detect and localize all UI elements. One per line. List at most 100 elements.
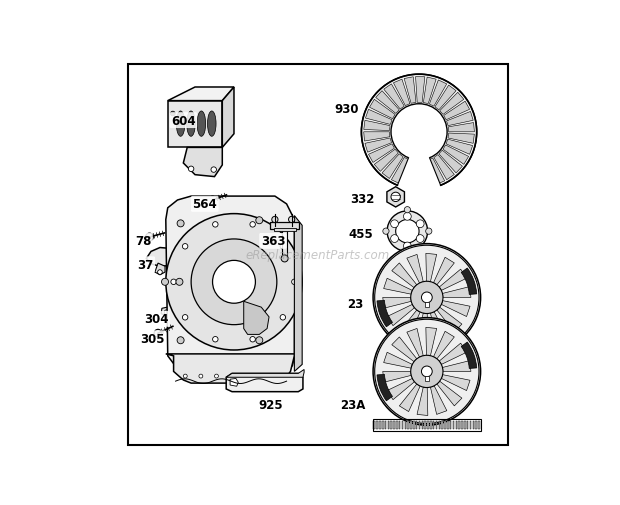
Circle shape [280, 315, 286, 320]
Text: 363: 363 [260, 235, 285, 248]
Polygon shape [439, 151, 463, 174]
Bar [402, 422, 404, 429]
Circle shape [387, 212, 428, 252]
Bar [478, 422, 480, 429]
Polygon shape [446, 140, 472, 155]
Polygon shape [230, 379, 238, 386]
Polygon shape [374, 150, 398, 172]
Bar [450, 422, 451, 429]
Bar [388, 422, 389, 429]
Bar [433, 422, 435, 429]
Polygon shape [428, 159, 445, 185]
Polygon shape [392, 337, 417, 362]
Polygon shape [407, 329, 423, 358]
Circle shape [291, 280, 297, 285]
Circle shape [416, 235, 424, 243]
Polygon shape [392, 264, 417, 288]
Bar [438, 422, 440, 429]
Polygon shape [383, 372, 411, 382]
Circle shape [426, 229, 432, 235]
Polygon shape [440, 93, 464, 115]
Bar [458, 422, 460, 429]
Polygon shape [365, 110, 392, 125]
Circle shape [171, 280, 176, 285]
Bar [418, 422, 420, 429]
Circle shape [404, 213, 411, 221]
Bar [422, 422, 423, 429]
Text: 455: 455 [348, 227, 373, 240]
Bar [273, 229, 296, 232]
Bar [467, 422, 468, 429]
Polygon shape [184, 148, 223, 177]
Ellipse shape [208, 112, 216, 137]
Ellipse shape [187, 112, 195, 137]
Polygon shape [415, 77, 425, 103]
Text: 604: 604 [171, 115, 196, 127]
Polygon shape [244, 301, 269, 335]
Circle shape [256, 337, 263, 344]
Wedge shape [461, 269, 477, 295]
Circle shape [277, 374, 281, 378]
Polygon shape [430, 386, 447, 415]
Bar [382, 422, 384, 429]
Text: 305: 305 [140, 332, 164, 345]
Bar [373, 422, 375, 429]
Wedge shape [377, 301, 392, 327]
Circle shape [182, 244, 188, 249]
Circle shape [250, 337, 255, 342]
Text: 23: 23 [347, 297, 363, 310]
Polygon shape [394, 80, 410, 107]
Text: 930: 930 [335, 103, 359, 116]
Circle shape [170, 112, 175, 117]
Circle shape [211, 168, 216, 173]
Circle shape [213, 261, 255, 304]
Polygon shape [166, 196, 294, 372]
Bar [396, 422, 397, 429]
Bar [425, 302, 429, 308]
Circle shape [373, 244, 480, 351]
Circle shape [166, 214, 302, 350]
Polygon shape [433, 332, 454, 359]
Text: 332: 332 [350, 192, 374, 205]
Polygon shape [404, 78, 416, 104]
Circle shape [177, 220, 184, 227]
Text: eReplacementParts.com: eReplacementParts.com [246, 248, 390, 262]
Bar [447, 422, 449, 429]
Bar [472, 422, 474, 429]
Polygon shape [376, 91, 399, 114]
Polygon shape [444, 102, 469, 121]
Circle shape [281, 256, 288, 263]
Text: 78: 78 [135, 235, 151, 248]
Bar [405, 422, 406, 429]
Circle shape [157, 270, 162, 275]
Polygon shape [441, 375, 470, 391]
Polygon shape [226, 370, 304, 378]
Circle shape [154, 330, 162, 337]
Circle shape [188, 167, 194, 172]
Polygon shape [417, 387, 428, 416]
Polygon shape [370, 100, 395, 119]
Bar [441, 422, 443, 429]
Text: 37: 37 [138, 258, 154, 271]
Text: 925: 925 [259, 398, 283, 411]
Polygon shape [226, 374, 303, 392]
Bar [385, 422, 386, 429]
Polygon shape [294, 216, 302, 372]
Circle shape [361, 75, 477, 190]
Circle shape [404, 242, 411, 250]
Polygon shape [437, 381, 462, 406]
Bar [416, 422, 417, 429]
Bar [470, 422, 471, 429]
Ellipse shape [197, 112, 206, 137]
Polygon shape [399, 384, 420, 412]
Bar [464, 422, 466, 429]
Circle shape [391, 193, 401, 202]
Bar [373, 419, 480, 431]
Polygon shape [441, 301, 470, 317]
Circle shape [410, 356, 443, 388]
Wedge shape [461, 342, 477, 369]
Circle shape [176, 279, 183, 286]
Polygon shape [384, 352, 412, 369]
Polygon shape [387, 187, 404, 208]
Circle shape [215, 374, 218, 378]
